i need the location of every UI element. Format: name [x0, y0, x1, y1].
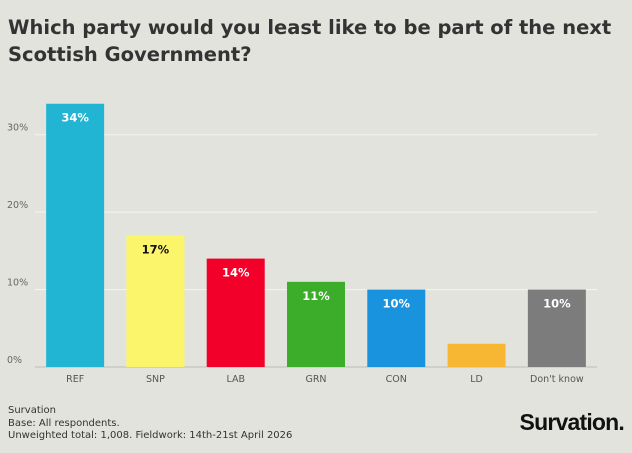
y-tick-label: 0%	[7, 355, 22, 366]
bar	[206, 258, 265, 367]
y-tick-label: 20%	[7, 200, 28, 211]
bar-value-label: 34%	[61, 111, 89, 125]
bar-value-label: 17%	[142, 242, 170, 256]
base-note: Base: All respondents.	[8, 417, 120, 429]
x-tick-label: CON	[386, 374, 407, 385]
survation-logo: Survation.	[519, 409, 625, 435]
bar-value-label: 10%	[543, 297, 571, 311]
chart-title: Which party would you least like to be p…	[8, 16, 612, 66]
data-labels: 34% 17% 14% 11% 10% 10%	[61, 111, 571, 311]
bar	[527, 289, 586, 367]
source-note: Survation	[8, 405, 56, 416]
bar	[287, 281, 345, 367]
bar-value-label: 11%	[302, 289, 330, 303]
x-tick-label: LAB	[226, 374, 245, 385]
footer: Survation Base: All respondents. Unweigh…	[8, 405, 292, 443]
bar	[46, 103, 105, 367]
x-tick-label: GRN	[305, 374, 326, 385]
x-tick-label: Don't know	[530, 374, 584, 385]
y-tick-label: 10%	[7, 278, 28, 289]
x-tick-label: LD	[470, 374, 483, 385]
y-axis-ticks: 0% 10% 20% 30%	[7, 123, 28, 366]
bar	[126, 235, 185, 367]
bar	[367, 289, 426, 367]
y-tick-label: 30%	[7, 123, 28, 134]
bar	[447, 343, 506, 367]
fieldwork-note: Unweighted total: 1,008. Fieldwork: 14th…	[8, 430, 293, 441]
x-tick-label: REF	[66, 374, 84, 385]
bar-value-label: 10%	[383, 297, 411, 311]
bar-value-label: 14%	[222, 266, 250, 280]
x-axis-ticks: REF SNP LAB GRN CON LD Don't know	[66, 374, 584, 385]
x-tick-label: SNP	[146, 374, 165, 385]
bars	[46, 103, 586, 367]
